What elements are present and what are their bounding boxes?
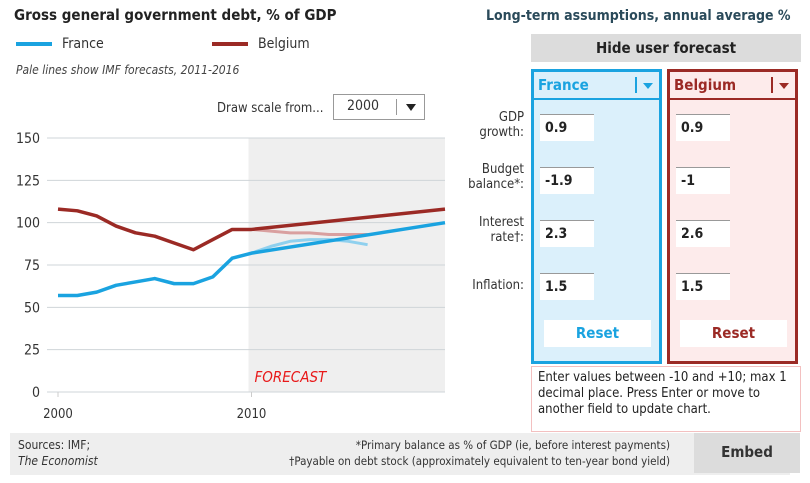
y-tick-label: 150 (16, 131, 40, 147)
series-line-france (58, 220, 446, 298)
help-text: Enter values between -10 and +10; max 1 … (531, 366, 801, 432)
y-tick-label: 75 (24, 258, 40, 274)
hide-user-forecast-button[interactable]: Hide user forecast (531, 34, 801, 62)
x-tick-label: 2010 (237, 407, 267, 422)
embed-button[interactable]: Embed (694, 433, 800, 473)
chevron-down-icon (643, 83, 653, 89)
y-tick-label: 50 (24, 300, 40, 316)
belgium-budget-input[interactable]: -1 (676, 167, 730, 194)
france-budget-input[interactable]: -1.9 (540, 167, 594, 194)
footnotes: *Primary balance as % of GDP (ie, before… (289, 438, 670, 468)
legend-belgium: Belgium (212, 36, 310, 52)
sources: Sources: IMF; The Economist (18, 438, 98, 468)
x-tick-label: 2000 (43, 407, 73, 422)
chevron-down-icon (406, 104, 416, 111)
forecast-label: FORECAST (255, 368, 329, 386)
select-value: 2000 (347, 98, 380, 114)
france-country-select[interactable]: France (534, 72, 659, 100)
chart-title: Gross general government debt, % of GDP (14, 6, 337, 24)
france-panel: France 0.9 -1.9 2.3 1.5 Reset (531, 69, 662, 364)
legend-france: France (16, 36, 104, 52)
chevron-down-icon (779, 83, 789, 89)
y-tick-label: 100 (16, 216, 40, 232)
label-inflation: Inflation: (472, 278, 524, 293)
label-interest-rate: Interest rate†: (478, 215, 524, 245)
draw-scale-label: Draw scale from... (217, 101, 324, 116)
france-interest-input[interactable]: 2.3 (540, 220, 594, 247)
france-gdp-input[interactable]: 0.9 (540, 114, 594, 141)
chart: 0 25 50 75 100 125 150 2000 2010 FORECAST (16, 131, 446, 422)
belgium-interest-input[interactable]: 2.6 (676, 220, 730, 247)
belgium-inflation-input[interactable]: 1.5 (676, 273, 730, 300)
legend-label: France (62, 36, 104, 52)
chart-note: Pale lines show IMF forecasts, 2011-2016 (16, 63, 240, 77)
france-reset-button[interactable]: Reset (544, 320, 651, 347)
belgium-panel: Belgium 0.9 -1 2.6 1.5 Reset (667, 69, 798, 364)
series-line-france-imf-forecast (251, 238, 368, 255)
panel-title: Long-term assumptions, annual average % (486, 8, 791, 24)
legend-label: Belgium (258, 36, 310, 52)
y-tick-label: 25 (24, 343, 40, 359)
label-gdp-growth: GDP growth: (479, 110, 524, 140)
y-tick-label: 125 (16, 173, 40, 189)
series-line-belgium (57, 207, 446, 252)
series-line-belgium-imf-forecast (251, 227, 368, 237)
draw-scale-select[interactable]: 2000 (333, 94, 425, 120)
footer (10, 433, 790, 475)
label-budget-balance: Budget balance*: (468, 162, 524, 192)
belgium-gdp-input[interactable]: 0.9 (676, 114, 730, 141)
y-tick-label: 0 (32, 385, 40, 401)
belgium-reset-button[interactable]: Reset (680, 320, 787, 347)
belgium-country-select[interactable]: Belgium (670, 72, 795, 100)
france-inflation-input[interactable]: 1.5 (540, 273, 594, 300)
